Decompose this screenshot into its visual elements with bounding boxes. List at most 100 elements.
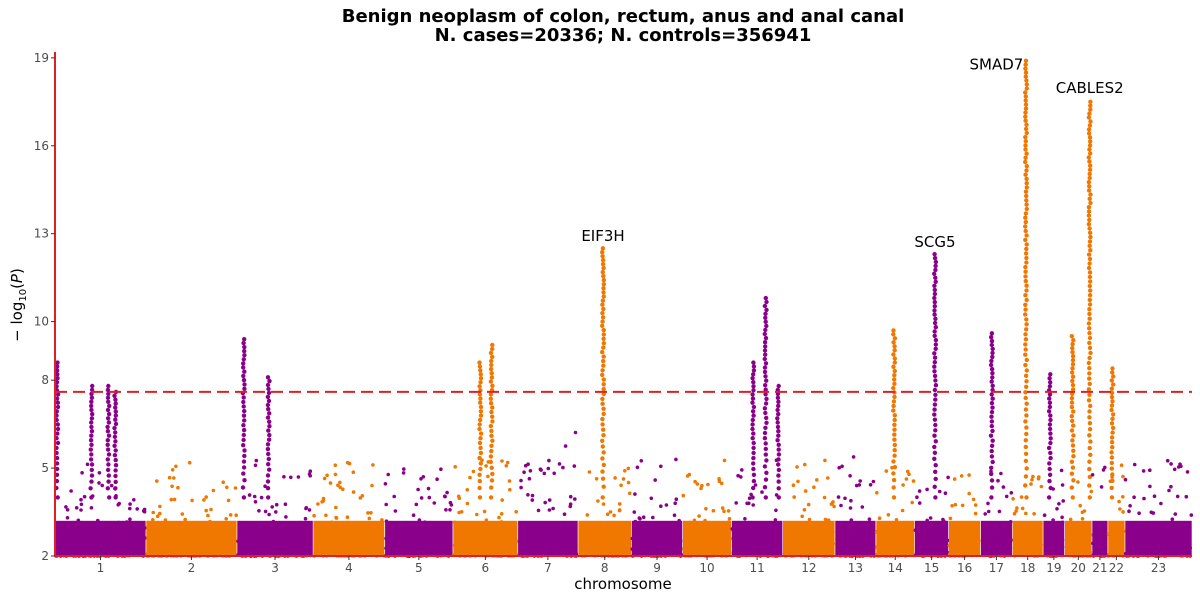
snp-point [967,473,971,477]
snp-point [960,503,965,508]
peak-snp-point [1022,90,1028,95]
peak-snp-point [601,273,606,279]
peak-snp-point [1048,431,1053,436]
peak-snp-point [1110,399,1115,404]
peak-snp-point [1023,172,1028,177]
snp-point [745,501,749,506]
snp-point [848,506,853,510]
peak-snp-point [1087,466,1092,472]
snp-point [528,469,533,473]
peak-snp-point [1023,362,1028,368]
snp-point [1068,517,1073,522]
snp-point [499,512,504,516]
snp-point [338,485,342,490]
snp-point [739,475,743,479]
peak-snp-point [478,376,484,381]
peak-snp-point [490,414,495,419]
snp-point [900,508,905,513]
peak-snp-point [265,402,271,408]
peak-snp-point [241,495,247,500]
peak-snp-point [489,362,494,368]
snp-point [170,484,174,489]
snp-point [202,498,206,502]
peak-snp-point [776,457,781,462]
peak-snp-point [1087,316,1092,321]
peak-snp-point [1069,485,1075,490]
snp-density-band [313,520,385,556]
snp-point [334,515,338,520]
snp-point [543,500,547,505]
peak-snp-point [89,479,94,484]
snp-density-band [146,520,237,556]
peak-snp-point [775,395,781,400]
snp-point [204,508,208,513]
snp-point [867,517,872,521]
peak-snp-point [1070,443,1076,448]
peak-snp-point [762,430,768,436]
snp-point [1189,513,1194,517]
snp-point [904,477,909,481]
snp-point [626,480,631,485]
peak-snp-point [242,418,247,423]
peak-snp-point [241,465,247,470]
snp-point [857,483,862,487]
peak-snp-point [601,411,606,417]
peak-snp-point [600,495,605,500]
snp-point [128,517,132,521]
y-axis-label-p-letter: P [8,273,26,283]
peak-snp-point [751,384,756,389]
peak-snp-point [106,420,112,425]
peak-snp-point [933,342,938,347]
peak-snp-point [242,353,247,358]
snp-point [176,485,180,490]
peak-snp-point [113,495,118,500]
snp-point [796,479,800,484]
peak-snp-point [1070,345,1075,351]
peak-snp-point [1110,370,1115,375]
peak-snp-point [489,428,494,434]
peak-snp-point [776,486,781,491]
peak-snp-point [1070,341,1075,347]
peak-snp-point [1047,426,1053,432]
peak-snp-point [1087,147,1092,152]
peak-snp-point [1023,143,1028,148]
peak-snp-point [267,432,272,438]
peak-snp-point [933,263,938,269]
peak-snp-point [1088,403,1093,409]
peak-snp-point [1023,219,1028,225]
peak-snp-point [933,495,938,500]
peak-snp-point [89,473,95,478]
peak-snp-point [989,392,994,397]
snp-point [338,480,342,485]
peak-snp-point [933,275,938,280]
peak-snp-point [932,299,937,305]
peak-snp-point [89,467,95,473]
peak-snp-point [1069,334,1075,339]
peak-snp-point [88,447,94,452]
snp-point [621,477,626,481]
snp-point [826,476,830,480]
snp-point [259,495,264,500]
peak-snp-point [1024,242,1029,247]
snp-point [333,463,338,468]
snp-point [753,483,758,487]
peak-snp-point [477,426,482,432]
snp-point [228,513,233,517]
x-tick-label: 1 [97,561,105,575]
snp-point [444,508,448,512]
snp-point [351,490,356,494]
snp-point [822,495,827,500]
peak-snp-point [1110,430,1115,435]
peak-snp-point [1023,70,1029,75]
peak-snp-point [892,413,897,418]
peak-snp-point [763,441,768,446]
peak-snp-point [601,294,606,299]
peak-snp-point [891,477,897,483]
peak-snp-point [1088,288,1093,293]
snp-point [659,504,663,509]
peak-snp-point [750,400,755,405]
snp-point [1061,499,1065,503]
peak-snp-point [106,399,111,404]
peak-snp-point [1048,450,1053,456]
peak-snp-point [933,383,939,388]
